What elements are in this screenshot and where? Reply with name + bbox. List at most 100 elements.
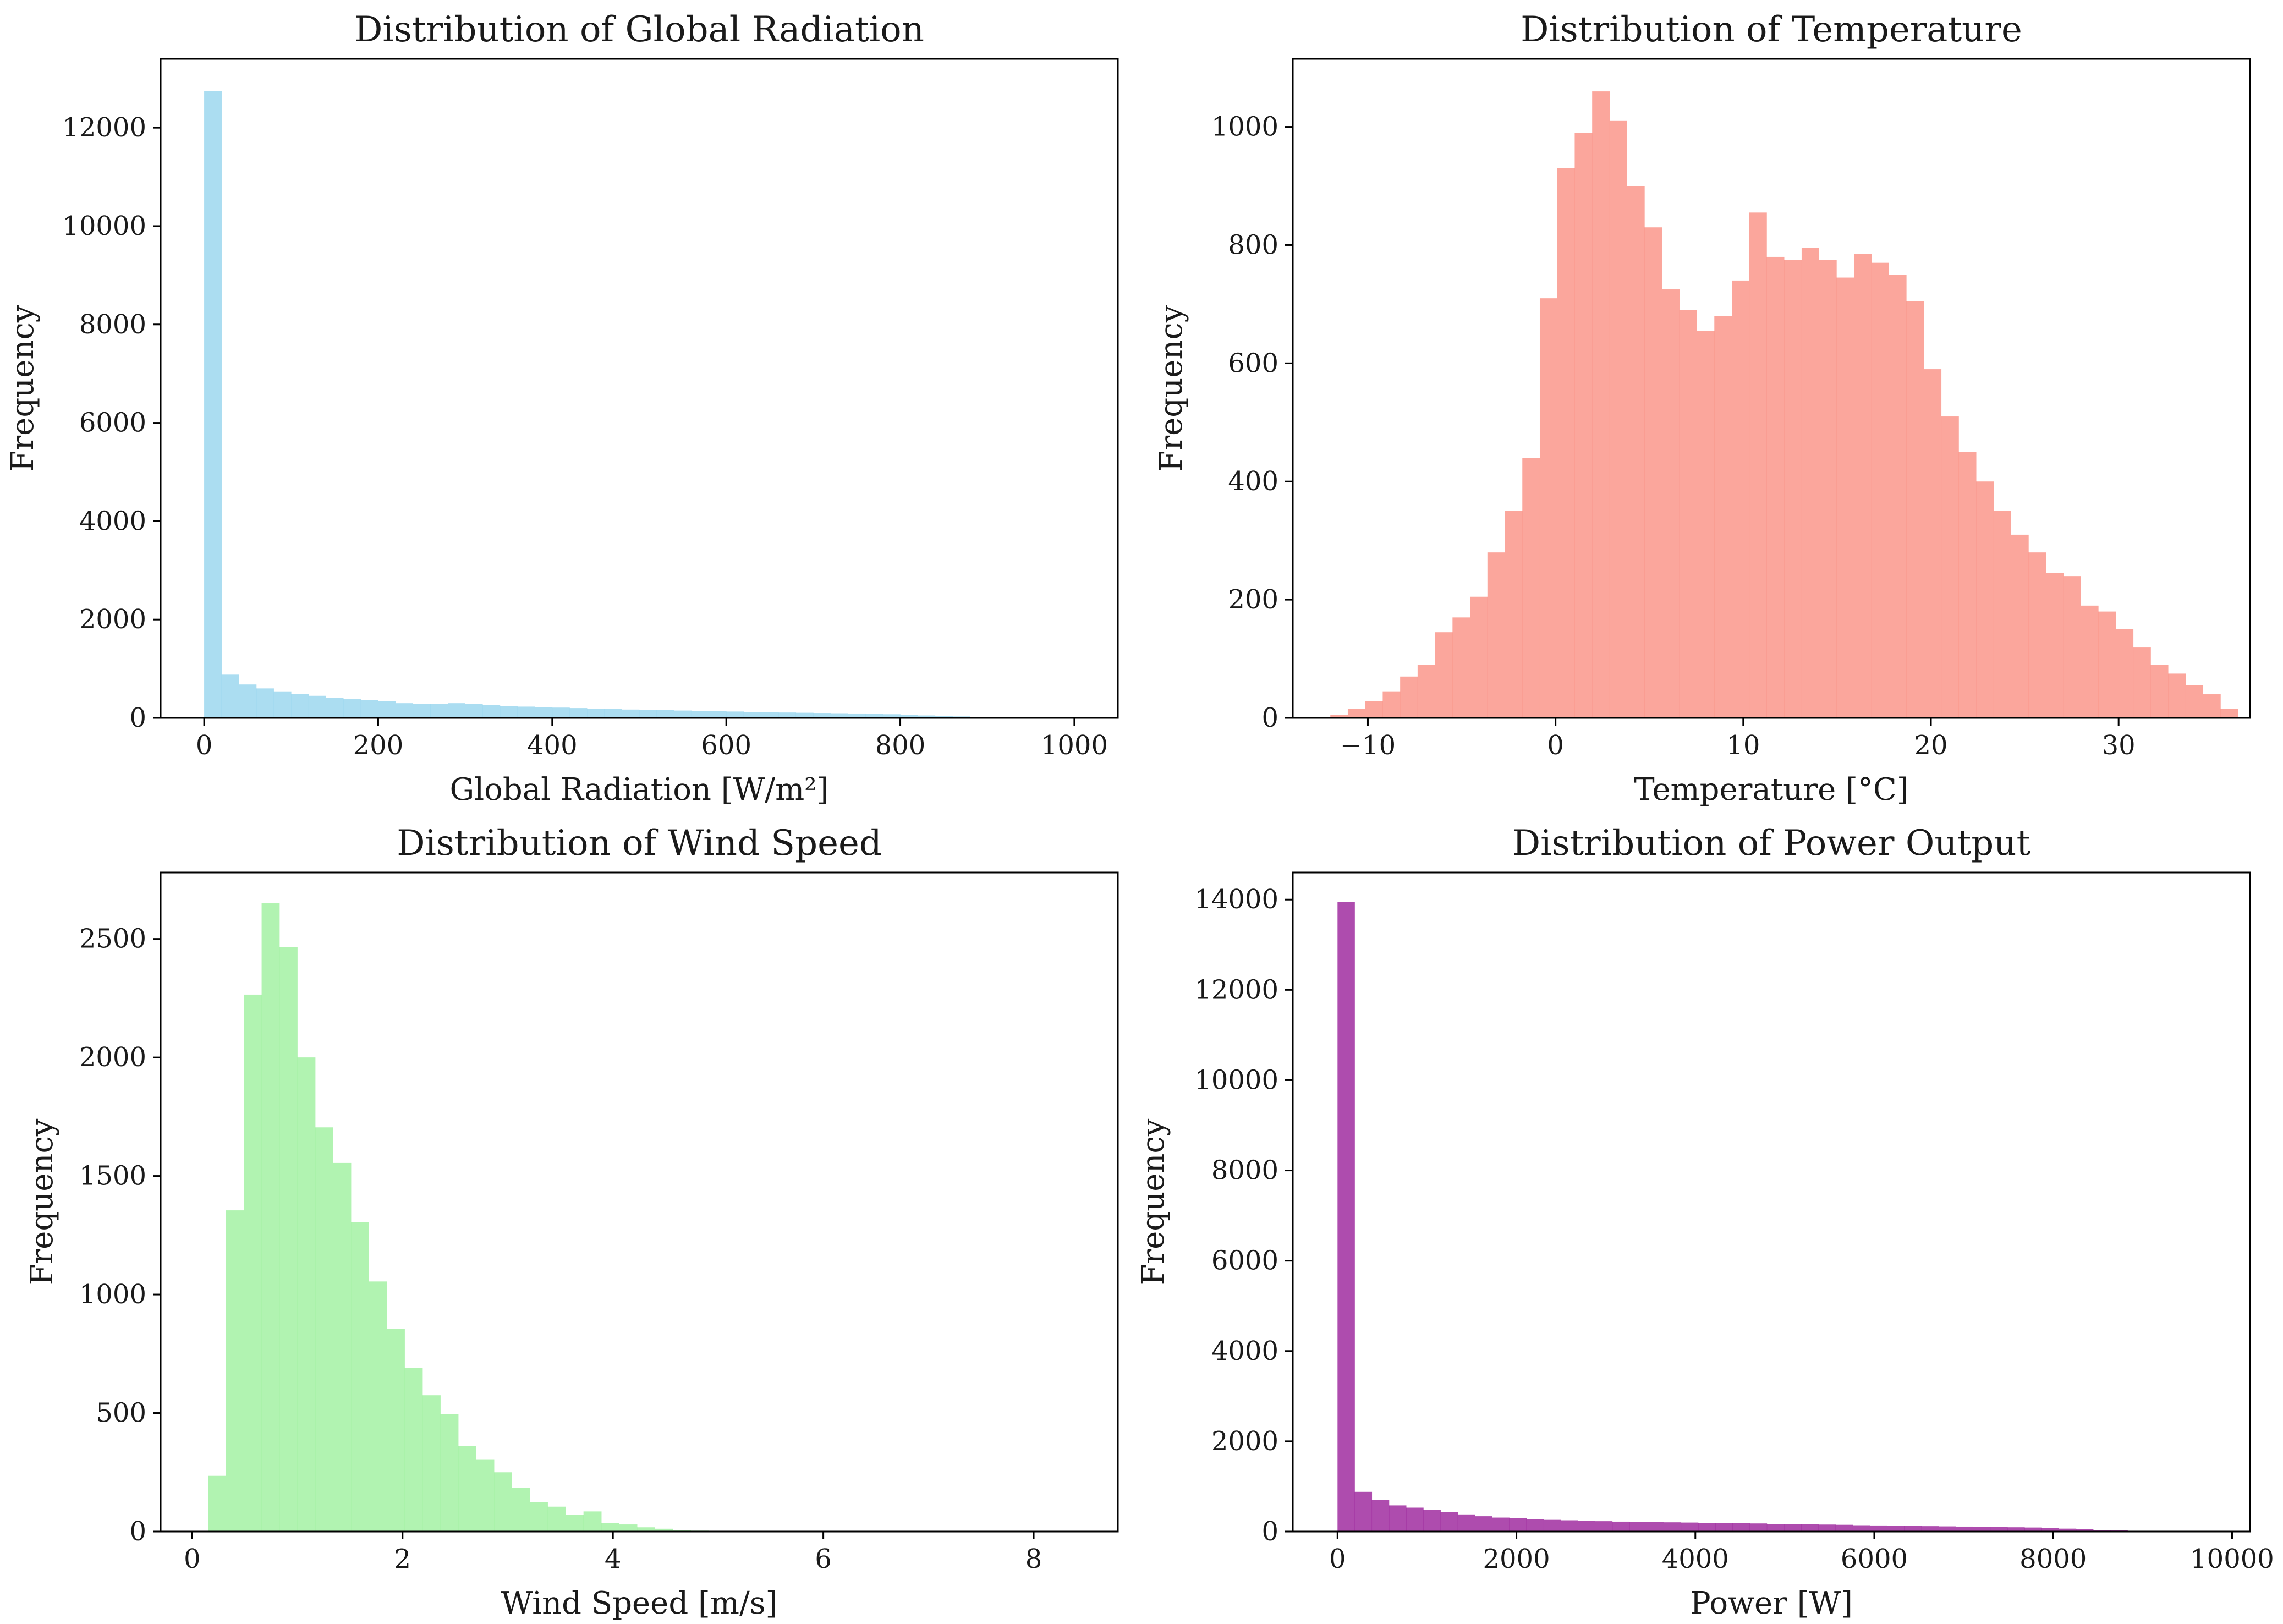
histogram-bar xyxy=(1470,596,1488,718)
histogram-bar xyxy=(1354,1491,1373,1532)
histogram-bar xyxy=(2098,611,2116,718)
y-tick-label: 10000 xyxy=(1194,1065,1278,1095)
x-tick-label: 2000 xyxy=(1483,1544,1550,1574)
histogram-bar xyxy=(1647,1522,1664,1532)
histogram-bar xyxy=(2028,552,2046,718)
x-tick-label: 0 xyxy=(196,730,213,761)
histogram-bar xyxy=(482,705,501,718)
histogram-bar xyxy=(1423,1510,1441,1532)
histogram-bar xyxy=(2203,694,2221,718)
histogram-bar xyxy=(1417,665,1435,718)
histogram-bar xyxy=(208,1475,226,1532)
histogram-bar xyxy=(1801,1524,1819,1532)
histogram-bar xyxy=(726,711,744,718)
histogram-bar xyxy=(2024,1527,2042,1532)
histogram-bar xyxy=(226,1210,244,1532)
histogram-bar xyxy=(1715,1523,1733,1532)
y-tick-label: 4000 xyxy=(1211,1336,1278,1367)
y-tick-label: 0 xyxy=(129,703,146,733)
histogram-bar xyxy=(552,707,570,718)
x-tick-label: 0 xyxy=(184,1544,201,1574)
y-tick-label: 800 xyxy=(1228,229,1278,260)
histogram-bar xyxy=(2185,685,2204,718)
x-axis-label: Global Radiation [W/m²] xyxy=(450,772,829,808)
histogram-bar xyxy=(1561,1520,1578,1532)
y-tick-label: 8000 xyxy=(1211,1155,1278,1186)
x-tick-label: 8000 xyxy=(2019,1544,2087,1574)
chart-panel-3: 0 2 4 6 8 0 500 1000 1500 2000 2500 Distribution of… xyxy=(24,823,1119,1621)
histogram-bar xyxy=(2168,673,2186,718)
histogram-bar xyxy=(1958,452,1977,718)
histogram-bar xyxy=(2116,629,2134,718)
histogram-bar xyxy=(326,698,344,718)
histogram-bar xyxy=(1644,227,1662,718)
x-tick-label: 2 xyxy=(394,1544,411,1574)
x-tick-label: 10000 xyxy=(2190,1544,2274,1574)
histogram-bar xyxy=(396,703,414,718)
x-tick-label: 8 xyxy=(1025,1544,1042,1574)
x-tick-label: 1000 xyxy=(1041,730,1108,761)
histogram-bar xyxy=(378,701,396,718)
histogram-bar xyxy=(1993,511,2011,718)
histogram-bar xyxy=(1526,1519,1544,1532)
histogram-bar xyxy=(795,712,814,718)
histogram-bar xyxy=(360,700,378,718)
chart-title: Distribution of Global Radiation xyxy=(354,9,924,50)
histogram-bar xyxy=(1697,331,1715,718)
histogram-bar xyxy=(244,994,262,1532)
x-tick-label: 6000 xyxy=(1841,1544,1908,1574)
histogram-bar xyxy=(458,1446,476,1532)
x-tick-label: 6 xyxy=(815,1544,832,1574)
histogram-bar xyxy=(517,706,535,718)
histogram-bar xyxy=(1543,1519,1561,1532)
y-tick-label: 12000 xyxy=(62,112,146,143)
histogram-bar xyxy=(448,703,465,718)
histogram-bar xyxy=(494,1472,512,1532)
y-tick-label: 4000 xyxy=(79,506,146,536)
y-tick-label: 2000 xyxy=(79,604,146,635)
histogram-bar xyxy=(1904,1526,1922,1532)
histogram-bar xyxy=(343,699,361,718)
histogram-bar xyxy=(2133,647,2151,718)
y-axis-label: Frequency xyxy=(1135,1118,1171,1285)
histogram-bar xyxy=(2007,1527,2025,1532)
y-tick-label: 1000 xyxy=(1211,112,1278,142)
histogram-bar xyxy=(882,714,901,718)
histogram-bar xyxy=(1836,277,1854,718)
histogram-bar xyxy=(674,710,692,718)
histogram-bar xyxy=(2220,709,2238,718)
histogram-bar xyxy=(1400,676,1418,718)
y-axis-label: Frequency xyxy=(5,305,41,471)
histogram-bar xyxy=(1389,1505,1407,1532)
histogram-bar xyxy=(1679,310,1697,718)
histogram-bar xyxy=(1990,1527,2008,1532)
histogram-bar xyxy=(547,1506,566,1532)
histogram-bar xyxy=(430,704,448,718)
x-tick-label: 600 xyxy=(701,730,751,761)
y-axis-label: Frequency xyxy=(24,1118,60,1285)
histogram-bar xyxy=(1440,1512,1458,1532)
histogram-bar xyxy=(1924,369,1942,718)
y-tick-label: 500 xyxy=(96,1398,146,1429)
histogram-bar xyxy=(1766,256,1785,718)
histogram-bar xyxy=(1629,1522,1647,1532)
histogram-bar xyxy=(239,684,257,718)
x-tick-label: 10 xyxy=(1726,730,1760,761)
plot-frame xyxy=(160,58,1119,719)
histogram-bar xyxy=(1662,289,1680,718)
y-tick-label: 0 xyxy=(1261,703,1278,733)
histogram-bar xyxy=(476,1459,495,1532)
y-tick-label: 8000 xyxy=(79,309,146,340)
y-tick-label: 2500 xyxy=(79,924,146,954)
histogram-bar xyxy=(297,1057,316,1532)
y-tick-label: 14000 xyxy=(1194,884,1278,915)
histogram-bar xyxy=(465,704,483,718)
histogram-bar xyxy=(1522,458,1540,718)
histogram-bar xyxy=(2046,573,2064,718)
histogram-bar xyxy=(1749,1523,1768,1532)
histogram-bar xyxy=(569,708,588,718)
histogram-bar xyxy=(422,1395,441,1532)
histogram-bar xyxy=(315,1127,333,1532)
y-tick-label: 6000 xyxy=(1211,1246,1278,1276)
histogram-bar xyxy=(500,706,518,718)
